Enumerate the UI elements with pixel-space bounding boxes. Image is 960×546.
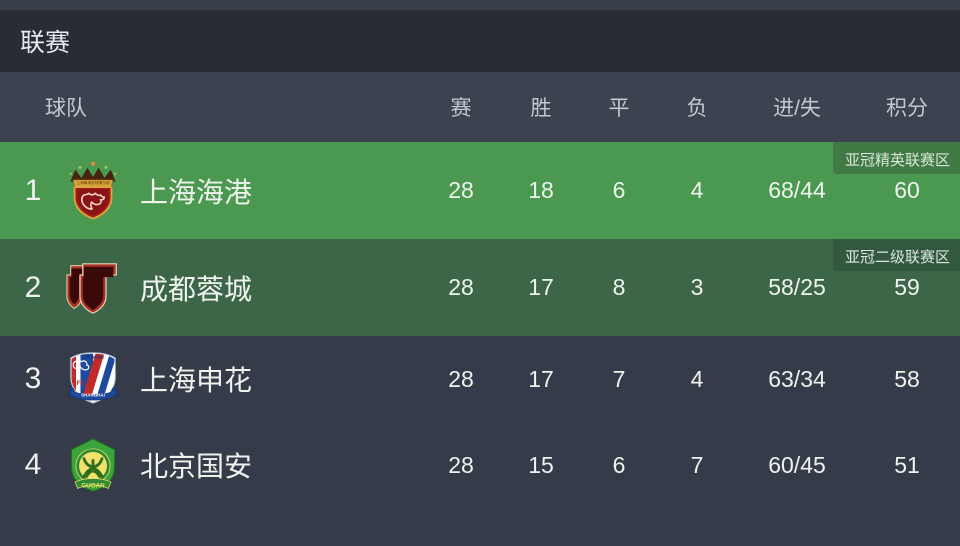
- svg-text:SHANGHAI: SHANGHAI: [81, 392, 105, 397]
- svg-text:SHENHUA: SHENHUA: [82, 354, 105, 359]
- svg-text:GUOAN: GUOAN: [81, 483, 105, 490]
- svg-text:上海梅港足球俱乐部: 上海梅港足球俱乐部: [76, 180, 109, 185]
- svg-text:SFC: SFC: [72, 379, 85, 386]
